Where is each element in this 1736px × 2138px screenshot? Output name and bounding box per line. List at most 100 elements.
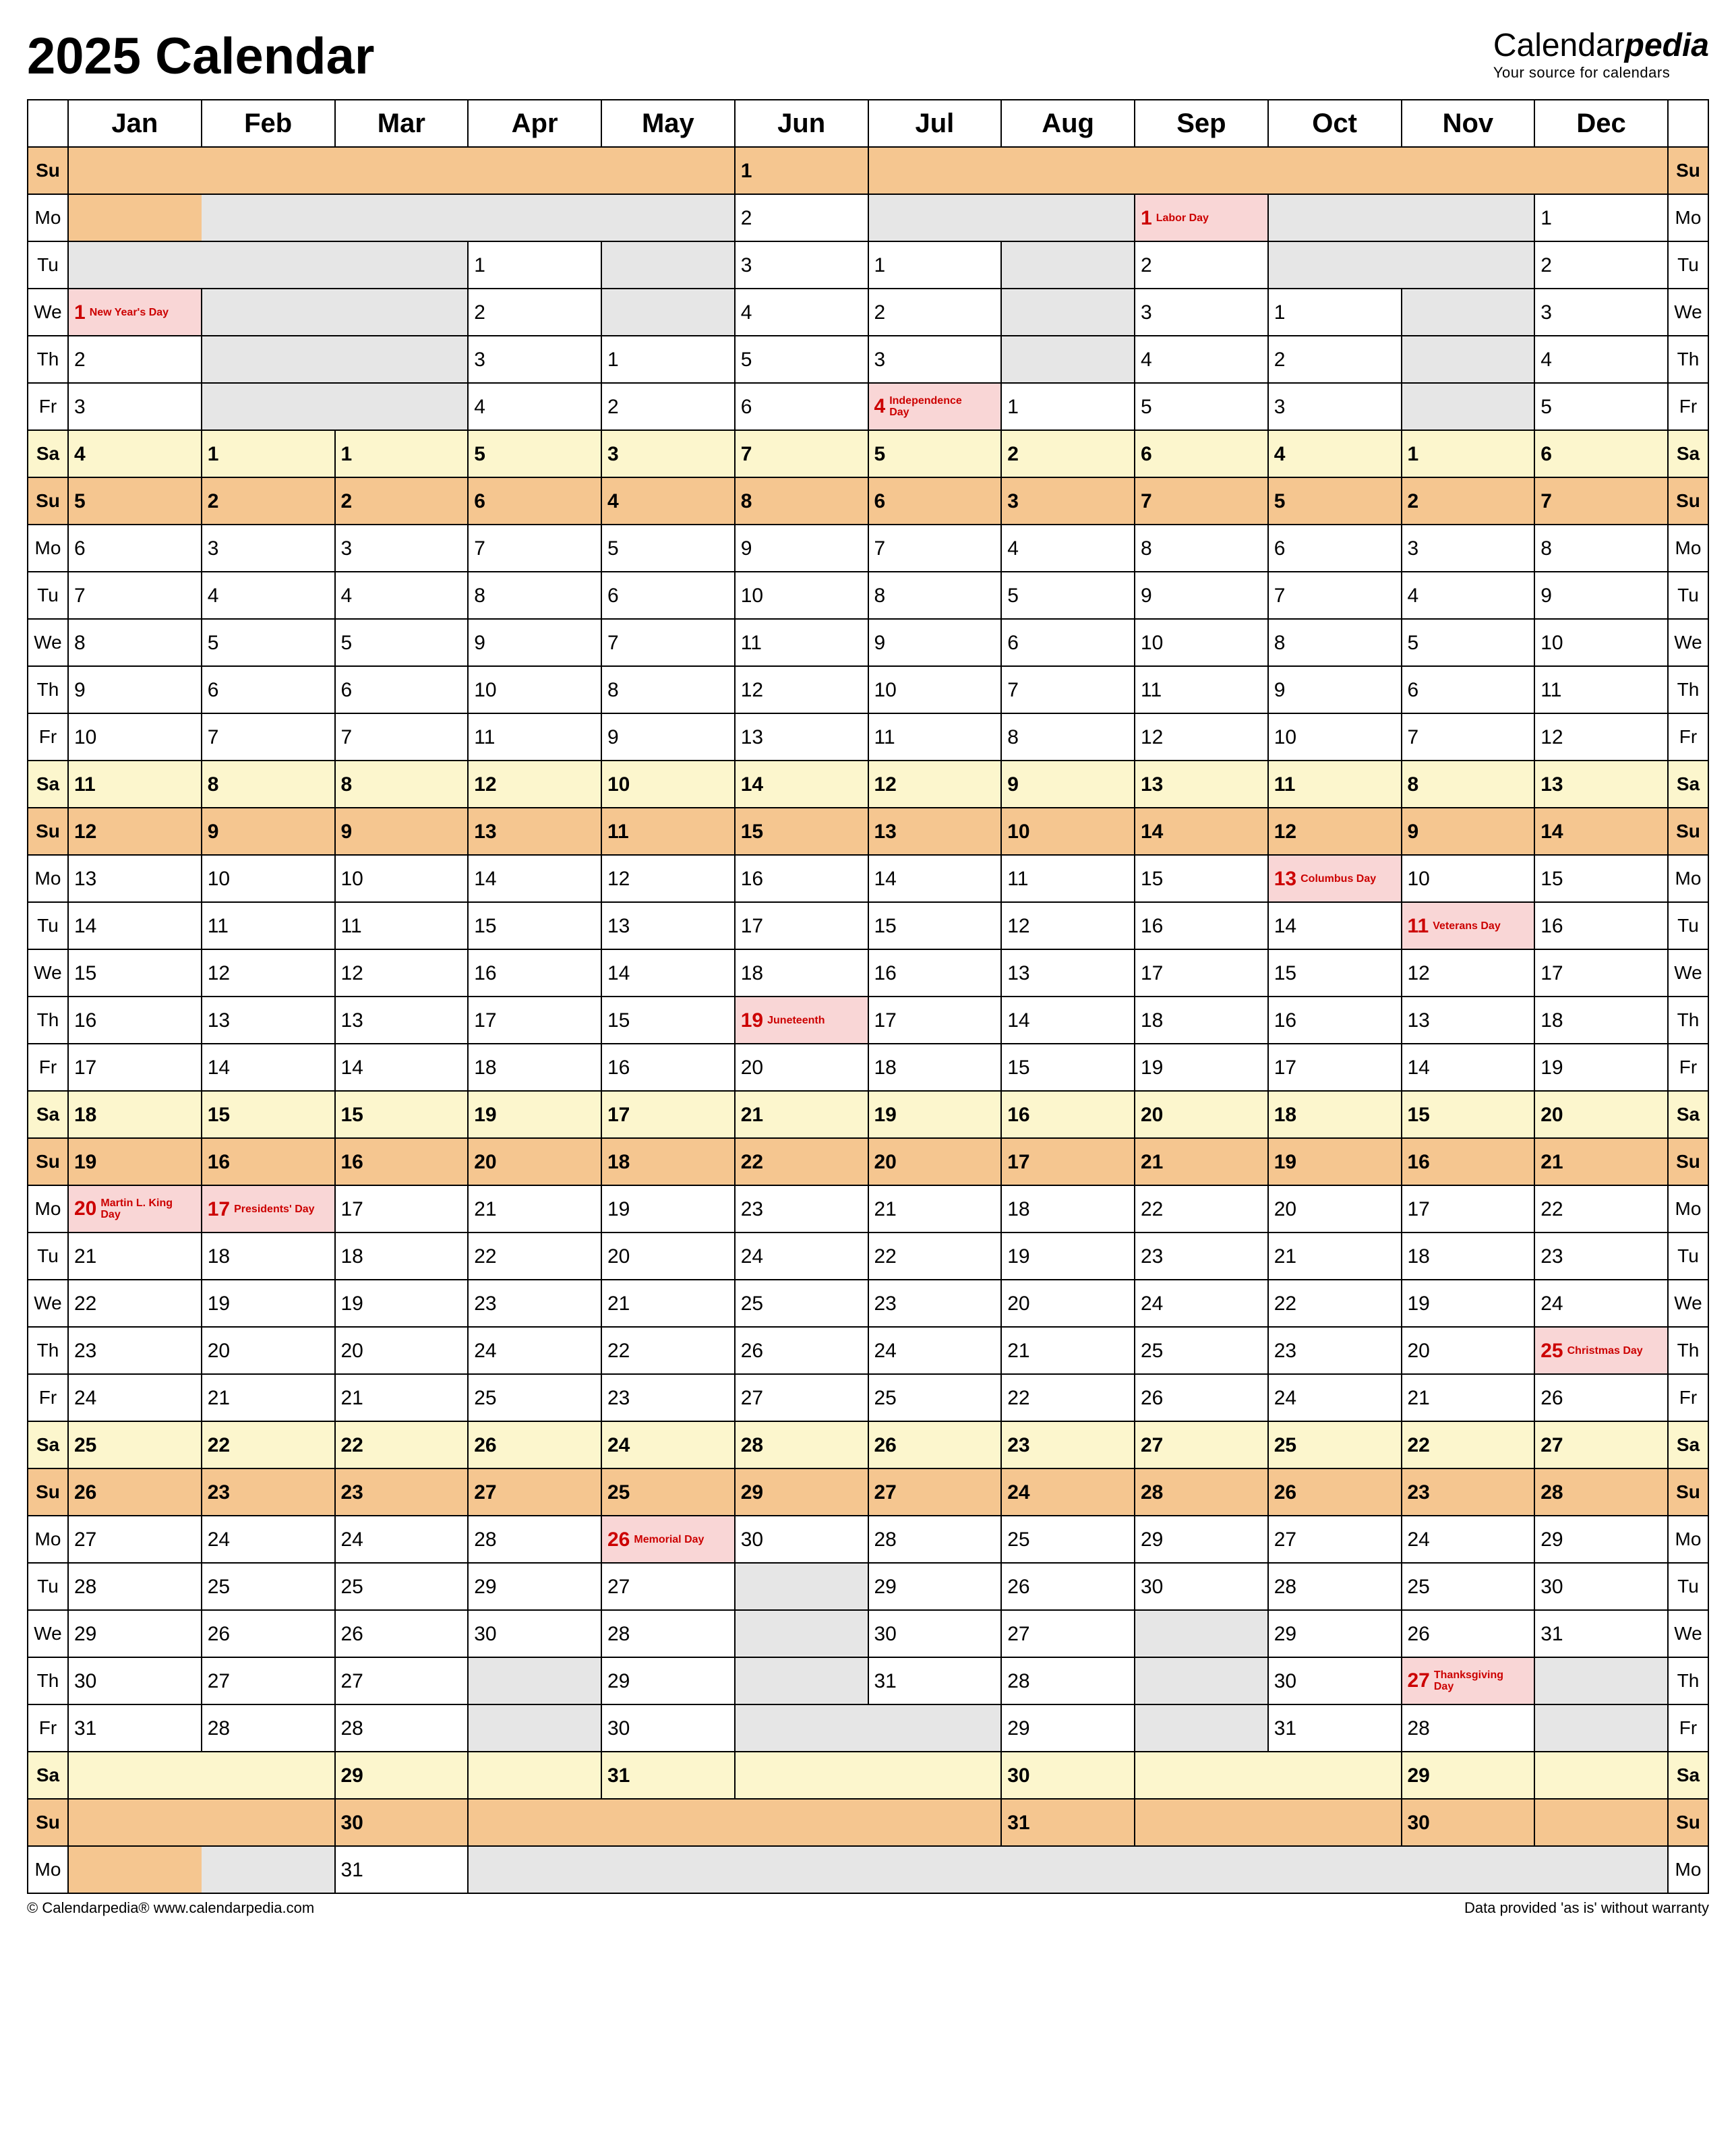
holiday-label: Labor Day [1156, 212, 1209, 225]
empty-cell [335, 383, 469, 430]
day-cell: 17 [1268, 1044, 1402, 1091]
empty-cell [735, 1704, 868, 1752]
day-cell: 15 [735, 808, 868, 855]
month-header-sep: Sep [1135, 100, 1268, 147]
holiday-label: New Year's Day [90, 307, 169, 319]
day-cell: 19 [68, 1138, 202, 1185]
day-number: 27 [1540, 1434, 1563, 1457]
day-number: 11 [1141, 679, 1162, 702]
day-number: 4 [1274, 443, 1286, 466]
day-cell: 21 [1135, 1138, 1268, 1185]
day-number: 16 [607, 1057, 630, 1079]
day-cell: 31 [1534, 1610, 1668, 1657]
day-cell: 30 [68, 1657, 202, 1704]
day-number: 2 [1141, 254, 1152, 277]
day-number: 8 [1274, 632, 1286, 655]
day-cell: 3 [601, 430, 735, 477]
day-number: 28 [1007, 1670, 1029, 1693]
day-cell: 24 [1001, 1468, 1135, 1516]
day-number: 30 [1408, 1812, 1430, 1835]
empty-cell [1402, 336, 1535, 383]
day-cell: 30 [468, 1610, 601, 1657]
day-number: 15 [874, 915, 897, 938]
day-cell: 2 [335, 477, 469, 525]
day-cell: 23 [468, 1280, 601, 1327]
dow-label-left: Fr [28, 1704, 68, 1752]
day-number: 2 [874, 301, 886, 324]
calendar-row: Su1Su [28, 147, 1708, 194]
day-number: 6 [1007, 632, 1019, 655]
day-number: 13 [1141, 773, 1163, 796]
dow-label-left: Th [28, 997, 68, 1044]
dow-label-left: Su [28, 477, 68, 525]
day-cell: 13 [468, 808, 601, 855]
day-number: 15 [607, 1009, 630, 1032]
day-cell: 21 [202, 1374, 335, 1421]
day-number: 22 [1007, 1387, 1029, 1410]
day-cell: 13 [868, 808, 1002, 855]
day-number: 4 [474, 396, 485, 419]
day-cell: 19 [202, 1280, 335, 1327]
day-cell: 4 [202, 572, 335, 619]
day-cell: 28 [202, 1704, 335, 1752]
day-number: 26 [74, 1481, 96, 1504]
day-number: 6 [1540, 443, 1552, 466]
day-cell: 21 [868, 1185, 1002, 1233]
day-number: 14 [74, 915, 96, 938]
dow-label-left: Mo [28, 855, 68, 902]
day-cell: 8 [868, 572, 1002, 619]
day-number: 4 [341, 585, 353, 607]
day-number: 17 [1007, 1151, 1029, 1174]
day-cell: 21 [1402, 1374, 1535, 1421]
day-cell: 17 [335, 1185, 469, 1233]
calendar-row: Su262323272529272428262328Su [28, 1468, 1708, 1516]
day-cell: 14 [1135, 808, 1268, 855]
dow-label-right: Th [1668, 997, 1708, 1044]
day-number: 3 [1274, 396, 1286, 419]
day-number: 3 [341, 537, 353, 560]
day-cell: 11 [68, 761, 202, 808]
day-cell: 13 [1135, 761, 1268, 808]
day-number: 13 [208, 1009, 230, 1032]
day-cell: 23 [1534, 1233, 1668, 1280]
day-number: 23 [1007, 1434, 1029, 1457]
day-cell: 27 [1268, 1516, 1402, 1563]
calendar-row: Su129913111513101412914Su [28, 808, 1708, 855]
empty-cell [601, 1846, 735, 1893]
day-number: 14 [1007, 1009, 1029, 1032]
dow-label-left: Su [28, 1799, 68, 1846]
day-number: 31 [874, 1670, 897, 1693]
day-number: 7 [1007, 679, 1019, 702]
calendar-row: Tu211818222024221923211823Tu [28, 1233, 1708, 1280]
day-cell: 23 [1001, 1421, 1135, 1468]
day-number: 7 [74, 585, 86, 607]
day-cell: 3 [1135, 289, 1268, 336]
day-number: 15 [74, 962, 96, 985]
day-cell: 6 [1268, 525, 1402, 572]
day-cell: 23 [601, 1374, 735, 1421]
day-cell: 25 [202, 1563, 335, 1610]
day-number: 23 [607, 1387, 630, 1410]
month-header-jul: Jul [868, 100, 1002, 147]
empty-cell [868, 1704, 1002, 1752]
day-number: 20 [341, 1340, 363, 1363]
dow-label-right: Sa [1668, 761, 1708, 808]
day-number: 18 [74, 1104, 96, 1127]
day-cell: 30 [1534, 1563, 1668, 1610]
day-cell: 3 [1534, 289, 1668, 336]
empty-cell [468, 1846, 601, 1893]
day-cell: 16 [868, 949, 1002, 997]
day-cell: 25 [1001, 1516, 1135, 1563]
day-cell: 17 [735, 902, 868, 949]
day-cell: 9 [68, 666, 202, 713]
day-number: 29 [874, 1576, 897, 1599]
day-cell: 4Independence Day [868, 383, 1002, 430]
day-cell: 24 [202, 1516, 335, 1563]
day-cell: 4 [1001, 525, 1135, 572]
day-number: 27 [1007, 1623, 1029, 1646]
day-number: 4 [1141, 349, 1152, 372]
day-number: 8 [607, 679, 619, 702]
empty-cell [735, 1610, 868, 1657]
day-cell: 7 [1402, 713, 1535, 761]
day-number: 25 [874, 1387, 897, 1410]
